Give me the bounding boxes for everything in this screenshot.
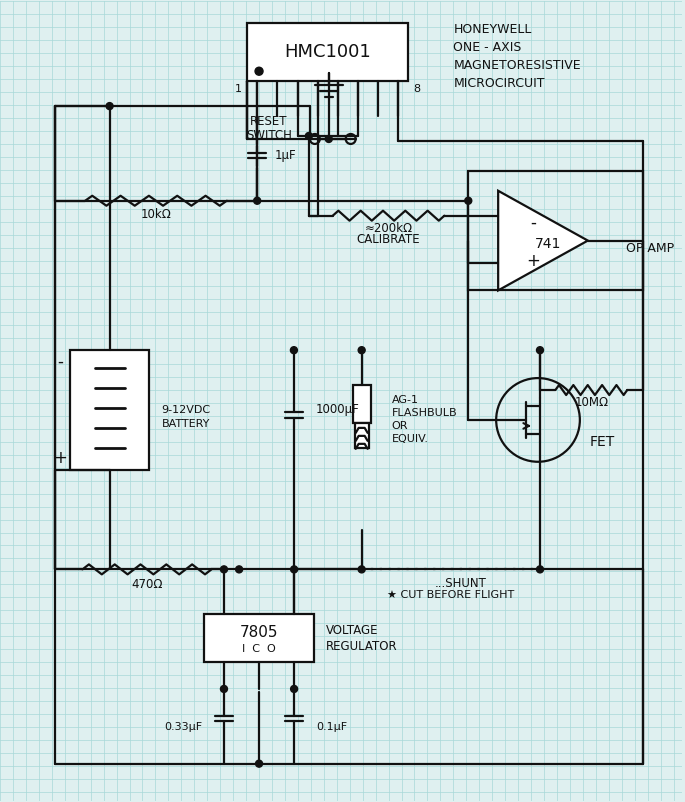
Text: 741: 741: [535, 237, 561, 250]
Text: AG-1: AG-1: [392, 395, 419, 405]
Text: -: -: [530, 213, 536, 232]
Text: RESET: RESET: [250, 115, 288, 128]
Text: 10MΩ: 10MΩ: [574, 396, 608, 410]
Circle shape: [325, 136, 332, 143]
Text: 1μF: 1μF: [275, 149, 297, 163]
Text: 0.1μF: 0.1μF: [316, 722, 347, 731]
Text: FLASHBULB: FLASHBULB: [392, 408, 457, 418]
Text: +: +: [526, 252, 540, 269]
Text: EQUIV.: EQUIV.: [392, 434, 429, 444]
Circle shape: [536, 566, 543, 573]
Text: HONEYWELL: HONEYWELL: [453, 23, 532, 36]
Circle shape: [290, 346, 297, 354]
Circle shape: [221, 686, 227, 692]
Text: 8: 8: [414, 84, 421, 94]
Text: MICROCIRCUIT: MICROCIRCUIT: [453, 77, 545, 90]
Text: VOLTAGE: VOLTAGE: [326, 625, 378, 638]
Text: BATTERY: BATTERY: [162, 419, 210, 429]
Bar: [70, 350, 149, 470]
Circle shape: [306, 132, 312, 140]
Text: -: -: [57, 353, 63, 371]
Text: OR: OR: [392, 421, 408, 431]
Circle shape: [253, 197, 261, 205]
Text: SWITCH: SWITCH: [246, 129, 292, 143]
Circle shape: [255, 67, 263, 75]
Text: +: +: [53, 449, 66, 467]
Text: REGULATOR: REGULATOR: [326, 640, 397, 654]
Bar: [353, 385, 371, 423]
Circle shape: [256, 760, 262, 768]
Text: 1: 1: [235, 84, 242, 94]
Circle shape: [358, 346, 365, 354]
Text: CALIBRATE: CALIBRATE: [357, 233, 421, 246]
Bar: [355, 423, 369, 448]
Bar: [247, 23, 408, 81]
Bar: [469, 171, 643, 290]
Text: MAGNETORESISTIVE: MAGNETORESISTIVE: [453, 59, 581, 71]
Text: ★ CUT BEFORE FLIGHT: ★ CUT BEFORE FLIGHT: [387, 590, 514, 600]
Circle shape: [290, 686, 297, 692]
Circle shape: [236, 566, 242, 573]
Text: HMC1001: HMC1001: [284, 43, 371, 61]
Text: ONE - AXIS: ONE - AXIS: [453, 41, 522, 54]
Bar: [204, 614, 314, 662]
Circle shape: [221, 566, 227, 573]
Text: ...SHUNT: ...SHUNT: [435, 577, 487, 589]
Text: 10kΩ: 10kΩ: [140, 209, 171, 221]
Text: 470Ω: 470Ω: [132, 577, 163, 591]
Circle shape: [358, 566, 365, 573]
Polygon shape: [498, 191, 588, 290]
Text: 9-12VDC: 9-12VDC: [162, 405, 210, 415]
Text: FET: FET: [590, 435, 615, 449]
Text: OP AMP: OP AMP: [625, 242, 674, 255]
Text: I  C  O: I C O: [242, 644, 276, 654]
Text: ≈200kΩ: ≈200kΩ: [364, 222, 412, 235]
Circle shape: [106, 103, 113, 110]
Circle shape: [290, 566, 297, 573]
Text: 7805: 7805: [240, 625, 278, 640]
Text: 1000μF: 1000μF: [316, 403, 360, 416]
Text: 0.33μF: 0.33μF: [164, 722, 202, 731]
Circle shape: [536, 346, 543, 354]
Circle shape: [465, 197, 472, 205]
